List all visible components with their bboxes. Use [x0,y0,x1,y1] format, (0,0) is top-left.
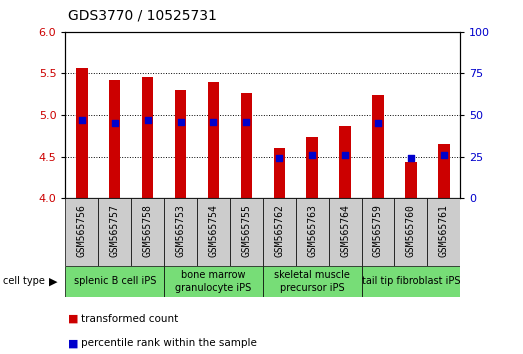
Text: GSM565762: GSM565762 [274,204,285,257]
Point [407,155,415,161]
Bar [241,93,252,198]
Text: splenic B cell iPS: splenic B cell iPS [74,276,156,286]
Bar [263,198,295,266]
Bar [164,266,263,297]
Point [341,152,349,158]
Text: tail tip fibroblast iPS: tail tip fibroblast iPS [361,276,460,286]
Bar [274,148,285,198]
Point [242,119,251,125]
Text: ■: ■ [68,314,78,324]
Point [275,155,283,161]
Point [77,117,86,123]
Text: percentile rank within the sample: percentile rank within the sample [81,338,257,348]
Bar [208,82,219,198]
Text: GSM565756: GSM565756 [77,204,87,257]
Bar [164,198,197,266]
Point [110,120,119,126]
Text: GDS3770 / 10525731: GDS3770 / 10525731 [68,9,217,23]
Bar [98,198,131,266]
Bar [438,144,450,198]
Text: GSM565759: GSM565759 [373,204,383,257]
Bar [394,198,427,266]
Text: ▶: ▶ [49,276,57,286]
Text: ■: ■ [68,338,78,348]
Text: GSM565757: GSM565757 [110,204,120,257]
Bar [109,80,120,198]
Text: GSM565760: GSM565760 [406,204,416,257]
Text: GSM565755: GSM565755 [241,204,252,257]
Text: bone marrow
granulocyte iPS: bone marrow granulocyte iPS [175,270,252,293]
Bar [306,137,318,198]
Text: cell type: cell type [3,276,44,286]
Point [143,117,152,123]
Bar [339,126,351,198]
Bar [328,198,361,266]
Bar [65,266,164,297]
Text: GSM565754: GSM565754 [209,204,219,257]
Bar [372,95,384,198]
Bar [197,198,230,266]
Bar [131,198,164,266]
Bar [405,162,417,198]
Point [209,119,218,125]
Text: GSM565764: GSM565764 [340,204,350,257]
Point [440,152,448,158]
Bar [263,266,361,297]
Bar [65,198,98,266]
Text: transformed count: transformed count [81,314,178,324]
Bar [361,266,460,297]
Bar [361,198,394,266]
Bar [427,198,460,266]
Bar [76,68,87,198]
Text: GSM565763: GSM565763 [307,204,317,257]
Bar [175,90,186,198]
Text: skeletal muscle
precursor iPS: skeletal muscle precursor iPS [274,270,350,293]
Text: GSM565761: GSM565761 [439,204,449,257]
Bar [295,198,328,266]
Point [308,152,316,158]
Text: GSM565758: GSM565758 [143,204,153,257]
Point [374,120,382,126]
Bar [142,77,153,198]
Bar [230,198,263,266]
Point [176,119,185,125]
Text: GSM565753: GSM565753 [176,204,186,257]
